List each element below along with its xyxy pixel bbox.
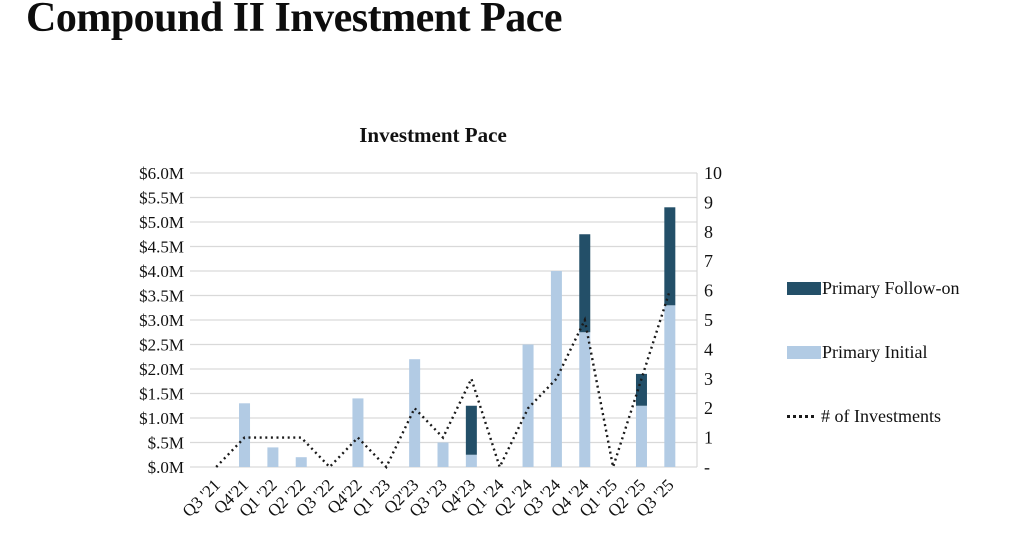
- bar-primary-follow-on: [465, 405, 477, 455]
- bar-primary-initial: [664, 305, 676, 467]
- bar-primary-initial: [409, 359, 421, 467]
- investments-line: [215, 290, 671, 471]
- legend-item-primary-follow-on: Primary Follow-on: [787, 278, 1007, 298]
- left-axis-tick-label: $1.5M: [139, 385, 184, 404]
- left-axis-tick-label: $2.5M: [139, 336, 184, 355]
- bar-primary-initial: [267, 447, 279, 467]
- primary-follow-on-swatch-icon: [787, 281, 821, 295]
- left-axis-tick-label: $4.5M: [139, 238, 184, 257]
- page-title: Compound II Investment Pace: [26, 0, 563, 41]
- left-axis-tick-label: $2.0M: [139, 360, 184, 379]
- legend-label: Primary Initial: [822, 341, 928, 362]
- left-axis-tick-label: $3.5M: [139, 287, 184, 306]
- right-axis-tick-label: 1: [704, 428, 713, 448]
- left-axis-tick-label: $.5M: [148, 434, 184, 453]
- right-axis-tick-label: 8: [704, 222, 713, 242]
- bar-primary-follow-on: [664, 207, 676, 306]
- left-axis-tick-label: $4.0M: [139, 262, 184, 281]
- legend-item-num-investments: # of Investments: [787, 406, 1007, 426]
- bar-primary-follow-on: [579, 234, 591, 333]
- right-axis-tick-label: 10: [704, 163, 722, 183]
- bar-primary-initial: [352, 398, 364, 467]
- legend-label: Primary Follow-on: [822, 277, 960, 298]
- left-axis-tick-label: $6.0M: [139, 164, 184, 183]
- right-axis-tick-label: 4: [704, 339, 713, 359]
- left-axis-tick-label: $5.5M: [139, 189, 184, 208]
- chart-legend: Primary Follow-on Primary Initial # of I…: [787, 278, 1007, 470]
- left-axis-tick-label: $5.0M: [139, 213, 184, 232]
- bar-primary-initial: [465, 454, 477, 467]
- legend-item-primary-initial: Primary Initial: [787, 342, 1007, 362]
- bar-primary-initial: [437, 442, 449, 467]
- right-axis-tick-label: 3: [704, 369, 713, 389]
- bar-primary-initial: [239, 403, 251, 467]
- left-axis-tick-label: $.0M: [148, 458, 184, 477]
- right-axis-tick-label: 7: [704, 251, 713, 271]
- right-axis-tick-label: 6: [704, 281, 713, 301]
- bar-primary-initial: [635, 405, 647, 467]
- right-axis-tick-label: 5: [704, 310, 713, 330]
- bar-primary-initial: [295, 457, 307, 467]
- chart-title: Investment Pace: [359, 123, 507, 147]
- bar-primary-follow-on: [635, 373, 647, 406]
- primary-initial-swatch-icon: [787, 345, 821, 359]
- left-axis-tick-label: $1.0M: [139, 409, 184, 428]
- dotted-line-swatch-icon: [787, 414, 814, 418]
- legend-label: # of Investments: [821, 405, 941, 426]
- left-axis-tick-label: $3.0M: [139, 311, 184, 330]
- bar-primary-initial: [522, 344, 534, 467]
- bar-primary-initial: [550, 271, 562, 467]
- bar-primary-initial: [579, 332, 591, 467]
- right-axis-tick-label: -: [704, 457, 710, 477]
- right-axis-tick-label: 9: [704, 192, 713, 212]
- right-axis-tick-label: 2: [704, 398, 713, 418]
